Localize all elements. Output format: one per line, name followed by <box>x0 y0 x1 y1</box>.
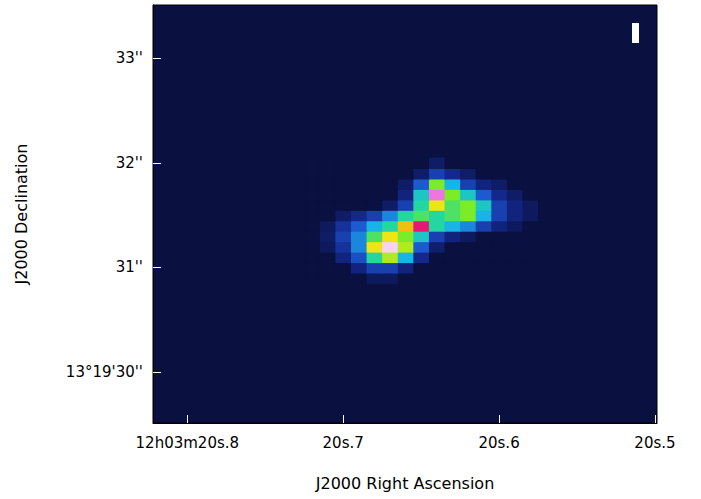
svg-text:20s.5: 20s.5 <box>634 434 675 452</box>
svg-text:12h03m20s.8: 12h03m20s.8 <box>136 434 240 452</box>
svg-text:32'': 32'' <box>116 154 143 172</box>
svg-text:20s.6: 20s.6 <box>478 434 519 452</box>
svg-text:20s.7: 20s.7 <box>323 434 364 452</box>
svg-text:J2000 Declination: J2000 Declination <box>12 144 31 286</box>
svg-text:J2000 Right Ascension: J2000 Right Ascension <box>315 474 495 493</box>
svg-text:13°19'30'': 13°19'30'' <box>66 363 143 381</box>
svg-text:33'': 33'' <box>116 49 143 67</box>
svg-text:31'': 31'' <box>116 258 143 276</box>
